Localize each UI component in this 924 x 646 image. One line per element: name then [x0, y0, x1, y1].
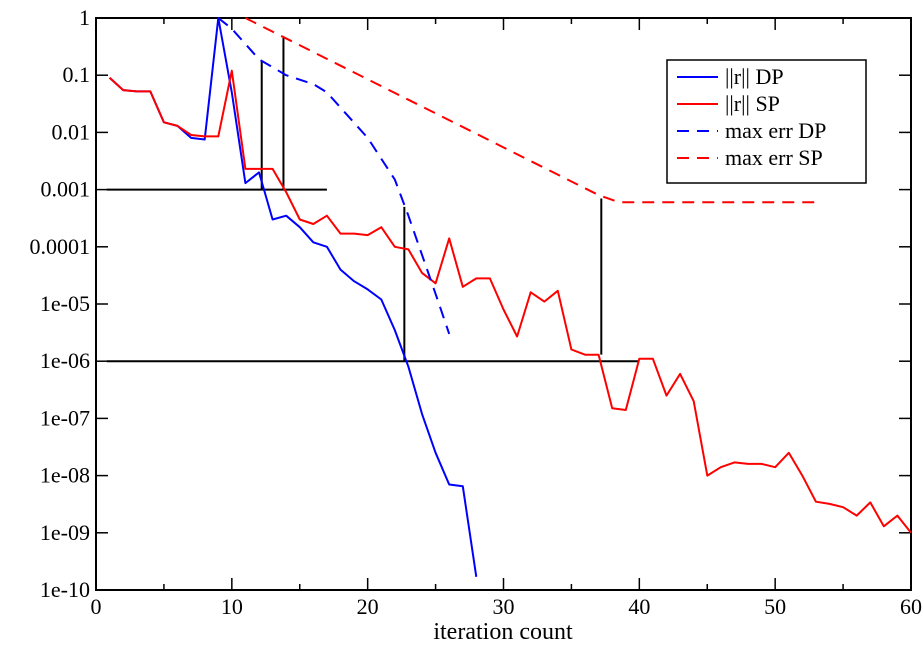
series-line-max-err-sp	[244, 17, 816, 204]
x-tick-label: 60	[900, 594, 922, 619]
series-line-r-dp	[108, 17, 478, 577]
y-tick-label: 1	[79, 5, 90, 30]
y-tick-label: 1e-06	[40, 348, 90, 373]
x-axis-title: iteration count	[433, 619, 573, 645]
y-tick-label: 0.1	[63, 62, 91, 87]
x-tick-label: 50	[764, 594, 786, 619]
y-tick-label: 0.0001	[30, 234, 91, 259]
x-tick-label: 10	[221, 594, 243, 619]
x-tick-label: 30	[493, 594, 515, 619]
series-line-r-sp	[108, 69, 912, 534]
y-tick-label: 0.01	[52, 119, 91, 144]
x-tick-label: 20	[357, 594, 379, 619]
reference-lines	[106, 37, 640, 363]
y-tick-label: 1e-08	[40, 463, 90, 488]
y-tick-label: 1e-05	[40, 291, 90, 316]
legend-box	[666, 59, 867, 184]
legend-label-max-err-dp: max err DP	[725, 118, 826, 143]
x-tick-label: 0	[91, 594, 102, 619]
y-tick-label: 1e-09	[40, 520, 90, 545]
legend-label-r-sp: ||r|| SP	[725, 91, 780, 116]
y-tick-label: 0.001	[41, 177, 91, 202]
legend-label-max-err-sp: max err SP	[725, 145, 823, 170]
series-line-max-err-dp	[217, 17, 451, 335]
axis-ticks: 0 10 20 30 40 50 60 1 0.1 0.01 0.001 0.0001 1e-05 1e-…	[30, 5, 923, 619]
legend-label-r-dp: ||r|| DP	[725, 64, 784, 89]
x-tick-label: 40	[628, 594, 650, 619]
y-tick-label: 1e-10	[40, 577, 90, 602]
y-tick-label: 1e-07	[40, 405, 90, 430]
series-lines	[108, 17, 912, 577]
